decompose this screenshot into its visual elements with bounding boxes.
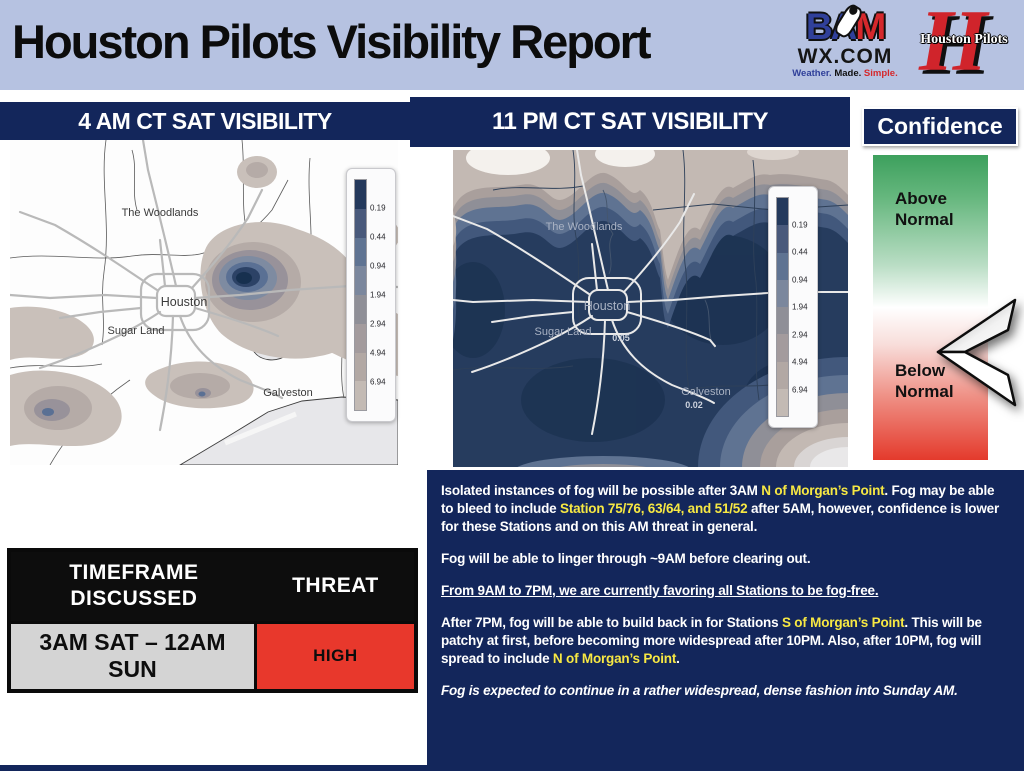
- top-bands-layer: [453, 150, 848, 340]
- timeframe-value-cell: 3AM SAT – 12AM SUN: [11, 620, 257, 689]
- left-map-title-bar: 4 AM CT SAT VISIBILITY: [0, 102, 410, 140]
- page-title: Houston Pilots Visibility Report: [12, 15, 652, 68]
- bamwx-wordmark: BAM: [784, 2, 906, 46]
- threat-header-cell: THREAT: [256, 552, 414, 621]
- right-map-title-bar: 11 PM CT SAT VISIBILITY: [410, 97, 850, 147]
- forecast-paragraph: Fog is expected to continue in a rather …: [441, 682, 958, 698]
- visibility-legend-11pm: 0.19 0.44 0.94 1.94 2.94 4.94 6.94: [768, 186, 818, 428]
- threat-value-cell: HIGH: [256, 620, 414, 689]
- houston-pilots-monogram: H: [919, 0, 988, 90]
- bamwx-domain: WX.COM: [797, 45, 893, 68]
- visibility-map-4am: [10, 140, 398, 465]
- table-header-row: TIMEFRAME DISCUSSED THREAT: [11, 552, 414, 621]
- forecast-paragraph: From 9AM to 7PM, we are currently favori…: [441, 582, 879, 598]
- threat-table: TIMEFRAME DISCUSSED THREAT 3AM SAT – 12A…: [7, 548, 418, 693]
- legend-colorbar: [354, 179, 367, 411]
- forecast-paragraph: After 7PM, fog will be able to build bac…: [441, 614, 982, 666]
- bottom-divider: [0, 765, 1024, 771]
- forecast-paragraph: Isolated instances of fog will be possib…: [441, 483, 1000, 534]
- confidence-arrow-icon: [936, 298, 1017, 407]
- city-label-galveston: Galveston: [681, 386, 731, 398]
- legend-colorbar: [776, 197, 789, 417]
- bamwx-logo: BAM WX.COM Weather. Made. Simple.: [784, 2, 906, 84]
- confidence-title-bar: Confidence: [862, 107, 1018, 146]
- visibility-point-value: 0.02: [685, 400, 703, 410]
- roads-layer: [10, 140, 398, 432]
- visibility-legend-4am: 0.19 0.44 0.94 1.94 2.94 4.94 6.94: [346, 168, 396, 422]
- city-label-galveston: Galveston: [263, 387, 313, 399]
- forecast-discussion-panel: Isolated instances of fog will be possib…: [427, 470, 1024, 766]
- houston-pilots-name: Houston Pilots: [920, 32, 1008, 47]
- report-header: Houston Pilots Visibility Report BAM WX.…: [0, 0, 1024, 90]
- city-label-woodlands: The Woodlands: [121, 207, 199, 219]
- city-label-sugarland: Sugar Land: [107, 325, 165, 337]
- confidence-below-normal-label: Below Normal: [895, 361, 954, 402]
- timeframe-header-cell: TIMEFRAME DISCUSSED: [11, 552, 257, 621]
- city-label-houston: Houston: [583, 299, 631, 313]
- city-label-houston: Houston: [160, 295, 208, 309]
- houston-pilots-logo: H Houston Pilots: [905, 0, 1023, 90]
- city-label-woodlands: The Woodlands: [545, 221, 623, 233]
- bamwx-tagline: Weather. Made. Simple.: [792, 68, 898, 79]
- table-row: 3AM SAT – 12AM SUN HIGH: [11, 620, 414, 689]
- map-4am-graphic: [10, 140, 398, 465]
- confidence-above-normal-label: Above Normal: [895, 189, 954, 230]
- visibility-point-value: 0.05: [612, 333, 630, 343]
- forecast-paragraph: Fog will be able to linger through ~9AM …: [441, 550, 811, 566]
- confidence-gradient-bar: [873, 155, 988, 460]
- city-label-sugarland: Sugar Land: [534, 326, 592, 338]
